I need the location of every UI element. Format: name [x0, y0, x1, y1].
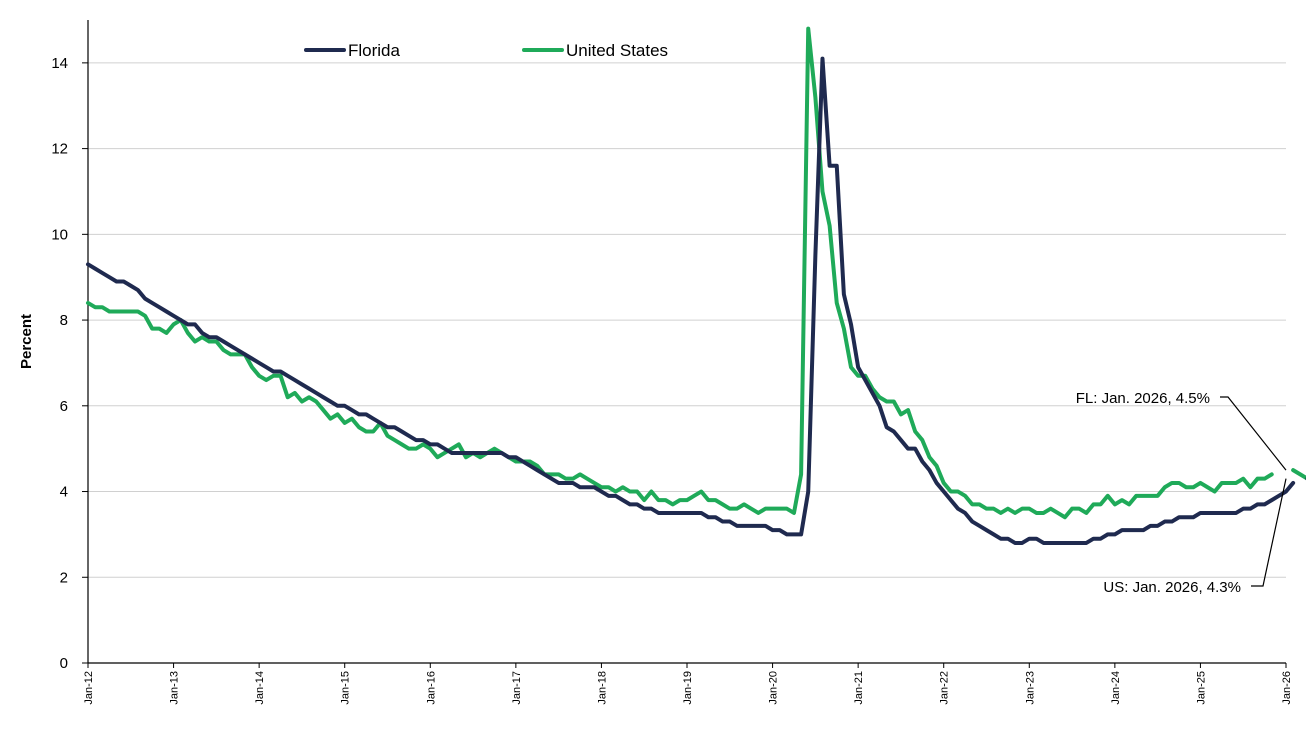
- series-line-united-states: [86, 26, 1274, 520]
- x-tick-label: Jan-26: [1281, 671, 1293, 705]
- axes: [87, 20, 1286, 664]
- annotation-leader-florida: [1220, 396, 1287, 471]
- y-tick-label: 4: [60, 484, 68, 501]
- series-line-united-states: [1291, 468, 1306, 481]
- annotation-leader-united-states: [1251, 478, 1287, 587]
- series-line-florida: [86, 56, 1296, 545]
- x-tick-label: Jan-24: [1110, 671, 1122, 705]
- legend-label-florida: Florida: [348, 41, 401, 60]
- x-tick-label: Jan-18: [596, 671, 608, 705]
- x-tick-label: Jan-12: [83, 671, 95, 705]
- y-tick-label: 10: [51, 226, 68, 243]
- gridlines: [88, 62, 1286, 578]
- y-tick-label: 12: [51, 141, 68, 158]
- x-tick-label: Jan-19: [682, 671, 694, 705]
- y-tick-label: 8: [60, 312, 68, 329]
- annotation-florida: FL: Jan. 2026, 4.5%: [1076, 390, 1210, 407]
- x-tick-label: Jan-15: [340, 671, 352, 705]
- y-tick-label: 2: [60, 569, 68, 586]
- annotations: FL: Jan. 2026, 4.5% US: Jan. 2026, 4.3%: [1076, 390, 1287, 596]
- series-lines: [86, 26, 1306, 545]
- legend-label-united-states: United States: [566, 41, 668, 60]
- x-tick-label: Jan-25: [1195, 671, 1207, 705]
- y-axis-ticks: 0 2 4 6 8 10 12 14: [51, 55, 88, 672]
- y-tick-label: 0: [60, 655, 68, 672]
- y-axis-label: Percent: [18, 314, 35, 369]
- x-tick-label: Jan-17: [511, 671, 523, 705]
- x-tick-label: Jan-21: [853, 671, 865, 705]
- legend: Florida United States: [304, 41, 668, 60]
- y-tick-label: 6: [60, 398, 68, 415]
- x-tick-label: Jan-20: [768, 671, 780, 705]
- x-axis-ticks: Jan-12 Jan-13 Jan-14 Jan-15 Jan-16 Jan-17 Jan-…: [83, 663, 1293, 705]
- x-tick-label: Jan-14: [254, 671, 266, 705]
- x-tick-label: Jan-13: [169, 671, 181, 705]
- x-tick-label: Jan-22: [939, 671, 951, 705]
- y-tick-label: 14: [51, 55, 68, 72]
- annotation-united-states: US: Jan. 2026, 4.3%: [1103, 579, 1241, 596]
- x-tick-label: Jan-16: [425, 671, 437, 705]
- x-tick-label: Jan-23: [1024, 671, 1036, 705]
